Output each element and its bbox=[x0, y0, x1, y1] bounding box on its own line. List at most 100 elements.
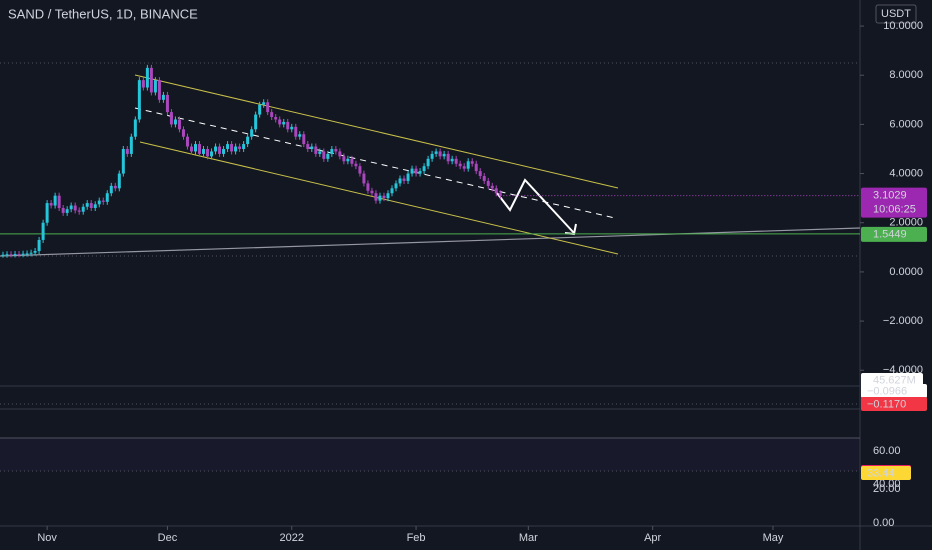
candle bbox=[470, 161, 474, 164]
macd-label: −0.0966 bbox=[867, 385, 907, 397]
candle bbox=[234, 146, 238, 152]
candle bbox=[350, 158, 354, 164]
candle bbox=[314, 146, 318, 154]
candle bbox=[145, 67, 149, 88]
support-price: 1.5449 bbox=[873, 228, 907, 240]
candle bbox=[446, 153, 450, 162]
candle bbox=[149, 67, 153, 93]
candle bbox=[254, 114, 258, 130]
candle bbox=[498, 193, 502, 196]
candle bbox=[330, 148, 334, 154]
rsi-value: 33.44 bbox=[867, 467, 895, 479]
candle bbox=[306, 144, 310, 149]
candle bbox=[69, 205, 73, 210]
candle bbox=[426, 158, 430, 167]
channel-mid bbox=[134, 107, 616, 219]
y-tick-label: 10.0000 bbox=[883, 20, 923, 32]
candle bbox=[398, 178, 402, 184]
countdown: 10:06:25 bbox=[873, 204, 916, 216]
candle bbox=[366, 183, 370, 191]
candle bbox=[33, 251, 37, 253]
x-tick-label: Feb bbox=[407, 532, 426, 544]
candle bbox=[262, 102, 266, 105]
x-tick-label: May bbox=[763, 532, 784, 544]
candle bbox=[218, 146, 222, 154]
candle bbox=[141, 80, 145, 88]
candle bbox=[458, 163, 462, 167]
candle bbox=[17, 253, 21, 255]
candle bbox=[394, 183, 398, 189]
candle bbox=[494, 188, 498, 194]
candle bbox=[194, 144, 198, 152]
candle bbox=[466, 161, 470, 169]
candle bbox=[430, 153, 434, 159]
candle bbox=[61, 207, 65, 213]
candle bbox=[346, 158, 350, 162]
candle bbox=[294, 126, 298, 137]
macd-label: −0.1170 bbox=[867, 398, 906, 410]
currency: USDT bbox=[881, 8, 911, 20]
candle bbox=[77, 210, 81, 212]
candle bbox=[322, 151, 326, 159]
candle bbox=[222, 148, 226, 154]
candle bbox=[374, 193, 378, 201]
candle bbox=[402, 178, 406, 181]
candle bbox=[9, 254, 13, 256]
rsi-axis-label: 20.00 bbox=[873, 483, 901, 495]
last-price-tag bbox=[861, 187, 927, 218]
candle bbox=[382, 195, 386, 199]
volume-label: 45.627M bbox=[873, 374, 916, 386]
candle bbox=[318, 151, 322, 154]
candle bbox=[177, 119, 181, 130]
candle bbox=[434, 151, 438, 154]
candle bbox=[49, 203, 53, 206]
trend-line bbox=[0, 227, 861, 257]
x-tick-label: Apr bbox=[644, 532, 661, 544]
y-tick-label: 4.0000 bbox=[889, 167, 923, 179]
candle bbox=[230, 144, 234, 152]
candle bbox=[286, 121, 290, 130]
candle bbox=[390, 188, 394, 194]
candle bbox=[474, 163, 478, 172]
candle bbox=[386, 193, 390, 199]
candle bbox=[41, 222, 45, 240]
candle bbox=[370, 190, 374, 194]
candle bbox=[462, 166, 466, 169]
rsi-axis-label: 40.00 bbox=[873, 478, 901, 490]
candle bbox=[101, 200, 105, 202]
candle bbox=[198, 144, 202, 154]
candle bbox=[334, 148, 338, 152]
candle bbox=[125, 148, 129, 154]
candle bbox=[490, 185, 494, 189]
candle bbox=[362, 173, 366, 184]
candle bbox=[65, 209, 69, 213]
candle bbox=[478, 171, 482, 177]
candle bbox=[354, 163, 358, 167]
candle bbox=[418, 171, 422, 174]
y-tick-label: 0.0000 bbox=[889, 266, 923, 278]
candle bbox=[113, 185, 117, 189]
candle bbox=[105, 193, 109, 202]
candle bbox=[414, 168, 418, 174]
candle bbox=[173, 119, 177, 125]
candle bbox=[238, 146, 242, 149]
candle bbox=[454, 158, 458, 164]
y-tick-label: 2.0000 bbox=[889, 217, 923, 229]
candle bbox=[406, 173, 410, 181]
candle bbox=[133, 119, 137, 137]
rsi-axis-label: 0.00 bbox=[873, 517, 894, 529]
candle bbox=[189, 146, 193, 152]
candle bbox=[29, 252, 33, 254]
rsi-band-fill bbox=[0, 438, 860, 471]
candle bbox=[258, 104, 262, 115]
macd-tag bbox=[861, 384, 927, 398]
candle bbox=[37, 239, 41, 252]
candle bbox=[210, 151, 214, 157]
candle bbox=[378, 195, 382, 201]
candle bbox=[226, 144, 230, 149]
candle bbox=[202, 148, 206, 154]
channel-upper bbox=[134, 74, 619, 189]
candle bbox=[153, 80, 157, 93]
candle bbox=[450, 158, 454, 162]
